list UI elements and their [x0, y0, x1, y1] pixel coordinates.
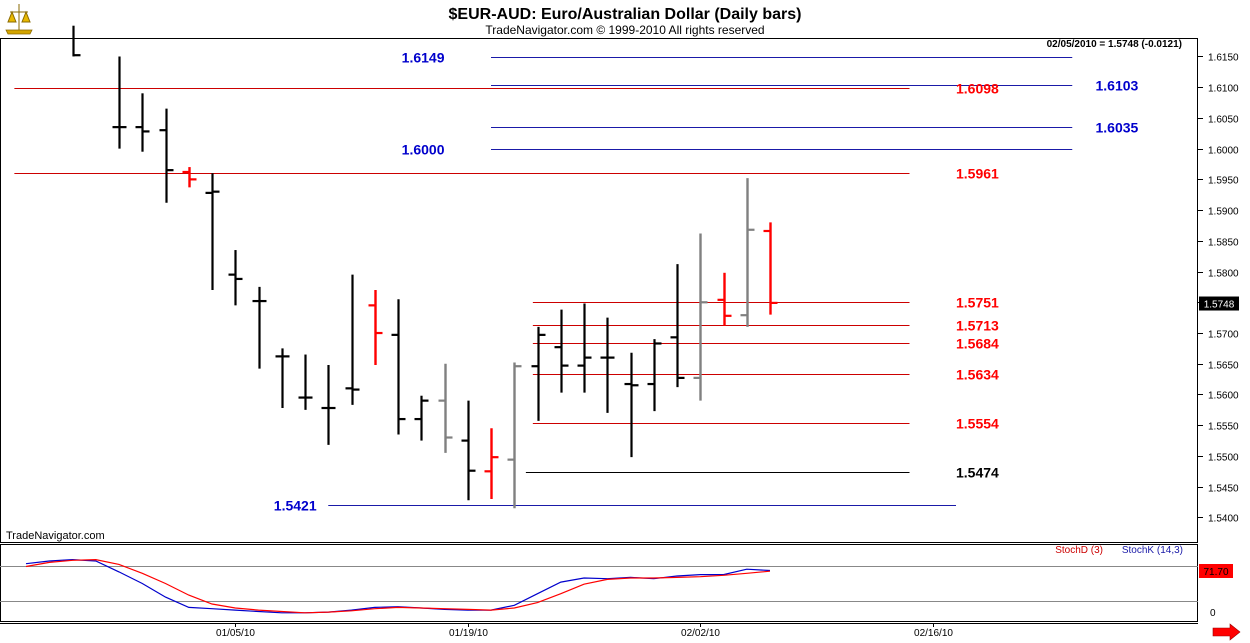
last-stoch-marker: 71.70 [1199, 564, 1233, 578]
ohlc-bar [414, 395, 429, 441]
x-tick-label: 02/02/10 [681, 628, 720, 639]
level-label: 1.5751 [956, 295, 999, 311]
svg-text:1.5748: 1.5748 [1204, 300, 1235, 311]
level-label: 1.5634 [956, 367, 999, 383]
stoch-line [25, 558, 771, 614]
y-tick-label: 1.5950 [1208, 176, 1239, 187]
price-bars [72, 25, 778, 509]
level-label: 1.6098 [956, 81, 999, 97]
level-label: 1.5684 [956, 336, 999, 352]
x-tick-label: 01/19/10 [449, 628, 488, 639]
logo-icon [3, 2, 35, 36]
y-tick-label: 1.5900 [1208, 207, 1239, 218]
main-panel-border [0, 38, 1198, 543]
level-label: 1.5421 [274, 498, 317, 514]
level-label: 1.6149 [402, 50, 445, 66]
ohlc-bar [345, 274, 360, 405]
ohlc-bar [72, 25, 81, 57]
level-label: 1.5474 [956, 465, 999, 481]
ohlc-bar [670, 264, 685, 388]
ohlc-bar [624, 352, 639, 458]
y-tick-label: 1.5550 [1208, 422, 1239, 433]
support-resistance-levels: 1.6149 1.6103 1.6098 1.6035 1.6000 1.5961 1.57… [14, 50, 1139, 514]
level-label: 1.6035 [1096, 120, 1139, 136]
ohlc-bar [763, 222, 778, 315]
y-tick-label: 1.6100 [1208, 84, 1239, 95]
ohlc-bar [182, 167, 197, 188]
level-label: 1.6000 [402, 142, 445, 158]
ohlc-bar [321, 364, 336, 445]
y-tick-label: 1.5500 [1208, 453, 1239, 464]
y-tick-label: 1.5800 [1208, 269, 1239, 280]
ohlc-bar [507, 362, 522, 509]
y-tick-label: 1.6050 [1208, 115, 1239, 126]
chart-title: $EUR-AUD: Euro/Australian Dollar (Daily … [449, 6, 802, 23]
ohlc-bar [112, 56, 127, 149]
y-axis-ticks: 1.5400 1.5450 1.5500 1.5550 1.5600 1.5650 1.57… [1198, 53, 1239, 525]
x-axis-ticks: 01/05/10 01/19/10 02/02/10 02/16/10 [216, 623, 953, 639]
ohlc-bar [577, 303, 592, 393]
ohlc-bar [717, 272, 732, 326]
ohlc-bar [438, 363, 453, 453]
y-tick-label: 1.6150 [1208, 53, 1239, 64]
ohlc-bar [135, 93, 150, 152]
ohlc-bar [461, 400, 476, 501]
ohlc-bar [647, 339, 662, 412]
y-tick-label: 1.5650 [1208, 361, 1239, 372]
level-label: 1.5961 [956, 166, 999, 182]
level-label: 1.5554 [956, 416, 999, 432]
last-price-label: 02/05/2010 = 1.5748 (-0.0121) [1047, 39, 1182, 50]
ohlc-bar [531, 326, 546, 421]
stoch-panel-border [0, 544, 1198, 622]
scroll-right-icon[interactable] [1212, 623, 1241, 641]
ohlc-bar [205, 173, 220, 290]
y-tick-label: 1.5450 [1208, 484, 1239, 495]
ohlc-bar [252, 286, 267, 369]
ohlc-bar [368, 290, 383, 365]
stoch-line [25, 558, 771, 614]
ohlc-bar [298, 354, 313, 410]
last-price-marker: 1.5748 [1199, 296, 1239, 311]
y-tick-label: 1.5600 [1208, 391, 1239, 402]
ohlc-bar [600, 317, 615, 413]
level-label: 1.5713 [956, 318, 999, 334]
x-tick-label: 01/05/10 [216, 628, 255, 639]
y-tick-label: 1.5400 [1208, 514, 1239, 525]
watermark: TradeNavigator.com [6, 530, 105, 542]
level-label: 1.6103 [1096, 78, 1139, 94]
ohlc-bar [391, 299, 406, 435]
ohlc-bar [484, 428, 499, 499]
ohlc-bar [228, 250, 243, 306]
stoch-zero-tick: 0 [1210, 608, 1216, 619]
ohlc-bar [554, 309, 569, 393]
ohlc-bar [740, 178, 755, 327]
ohlc-bar [159, 108, 174, 203]
svg-text:71.70: 71.70 [1203, 567, 1228, 578]
legend-stochd: StochD (3) [1055, 545, 1103, 556]
ohlc-bar [275, 348, 290, 409]
x-tick-label: 02/16/10 [914, 628, 953, 639]
ohlc-bar [693, 233, 708, 401]
y-tick-label: 1.6000 [1208, 146, 1239, 157]
y-tick-label: 1.5700 [1208, 330, 1239, 341]
stochastic-lines [25, 558, 771, 614]
y-tick-label: 1.5850 [1208, 238, 1239, 249]
copyright-subtitle: TradeNavigator.com © 1999-2010 All right… [485, 23, 764, 37]
legend-stochk: StochK (14,3) [1122, 545, 1183, 556]
